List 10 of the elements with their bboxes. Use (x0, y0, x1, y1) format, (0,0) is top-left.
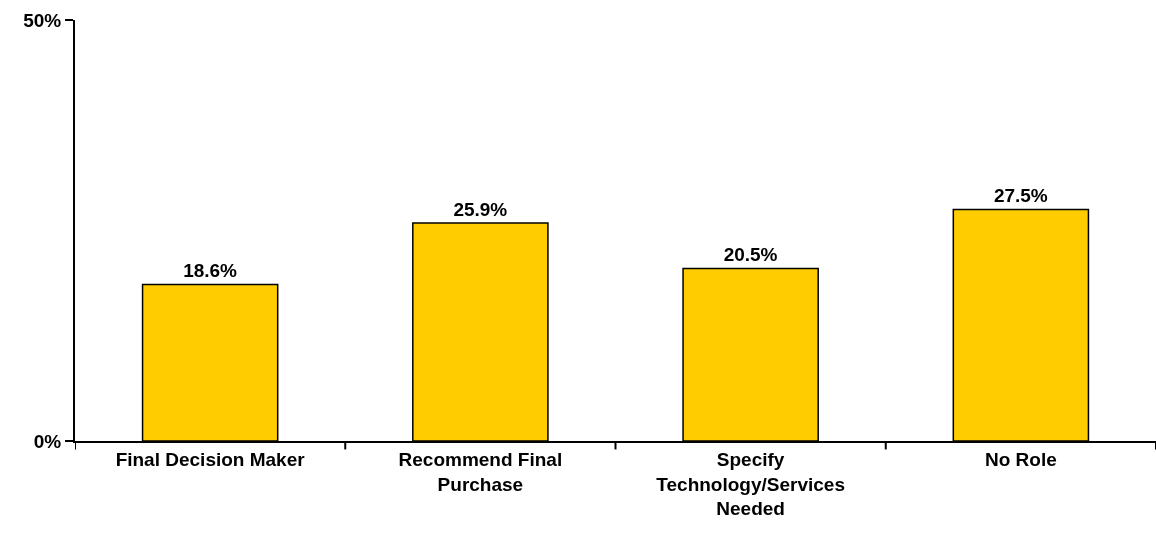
x-tick-label: No Role (984, 448, 1057, 470)
data-label: 27.5% (993, 185, 1048, 207)
data-label: 20.5% (723, 244, 778, 266)
x-tick-label: Specify Technology/Services Needed (656, 448, 845, 520)
data-label: 18.6% (183, 260, 238, 282)
x-tick-label: Final Decision Maker (115, 448, 306, 470)
x-tick-label: Recommend Final Purchase (398, 448, 563, 495)
y-tick-label: 0% (33, 430, 62, 452)
y-tick-label: 50% (23, 9, 62, 31)
data-label: 25.9% (453, 198, 508, 220)
